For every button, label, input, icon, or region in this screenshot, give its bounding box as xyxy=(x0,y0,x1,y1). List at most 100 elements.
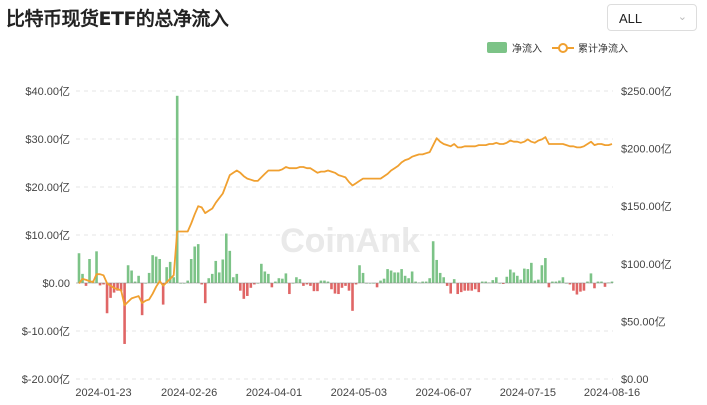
bar xyxy=(554,281,558,283)
bar xyxy=(470,283,474,291)
range-select[interactable]: ALL ⌄ xyxy=(607,4,697,31)
bar xyxy=(526,269,530,283)
bar xyxy=(323,280,326,283)
bar xyxy=(295,277,298,283)
bar xyxy=(305,283,309,285)
bar xyxy=(77,253,81,283)
bar xyxy=(463,283,467,291)
bar xyxy=(354,283,358,285)
bar xyxy=(284,273,288,283)
bar xyxy=(407,278,410,283)
bar xyxy=(558,280,561,283)
bar xyxy=(547,283,551,288)
x-tick-label: 2024-04-01 xyxy=(246,387,302,399)
bar xyxy=(505,276,509,283)
bar xyxy=(319,280,323,283)
bar xyxy=(449,283,452,294)
bar xyxy=(298,279,302,283)
legend-item-net-inflow[interactable]: 净流入 xyxy=(487,40,542,55)
bar xyxy=(452,279,456,283)
bar xyxy=(351,283,354,311)
bar xyxy=(242,283,246,299)
bar xyxy=(130,270,133,283)
bar xyxy=(316,283,319,292)
bar xyxy=(572,283,575,291)
bar xyxy=(140,283,144,316)
bar xyxy=(214,260,218,283)
bar xyxy=(537,279,540,283)
bar xyxy=(477,283,481,293)
bar xyxy=(172,277,175,283)
bar xyxy=(509,269,512,283)
bar xyxy=(347,283,351,291)
bar xyxy=(561,277,565,283)
bar xyxy=(410,271,414,283)
bar xyxy=(203,283,207,304)
bar xyxy=(270,283,274,288)
x-tick-label: 2024-08-16 xyxy=(584,387,640,399)
bar xyxy=(530,262,533,283)
bar xyxy=(445,283,449,286)
bar xyxy=(414,281,417,283)
bar xyxy=(277,278,281,283)
bar xyxy=(600,281,603,283)
y-right-tick-label: $0.00 xyxy=(621,374,649,386)
y-right-tick-label: $150.00亿 xyxy=(621,200,672,213)
bar xyxy=(544,258,547,283)
bar xyxy=(523,268,526,283)
bar xyxy=(175,95,179,283)
y-left-tick-label: $-10.00亿 xyxy=(22,325,70,338)
bar xyxy=(428,278,431,283)
range-select-value: ALL xyxy=(619,11,643,26)
bar xyxy=(267,273,270,283)
bar xyxy=(551,281,554,283)
bar xyxy=(473,283,477,290)
x-tick-label: 2024-05-03 xyxy=(331,387,387,399)
bar xyxy=(393,272,396,283)
bar xyxy=(361,272,365,283)
legend-item-cumulative[interactable]: 累计净流入 xyxy=(552,40,628,55)
y-right-tick-label: $250.00亿 xyxy=(621,85,672,98)
bar xyxy=(161,283,165,305)
watermark: CoinAnk xyxy=(280,222,420,260)
bar xyxy=(431,241,435,283)
y-right-tick-label: $200.00亿 xyxy=(621,143,672,156)
bar xyxy=(358,265,361,283)
bar xyxy=(396,272,400,283)
bar xyxy=(442,277,445,283)
bar xyxy=(403,275,407,283)
bar xyxy=(235,273,239,283)
y-left-tick-label: $10.00亿 xyxy=(25,229,70,242)
bar xyxy=(375,283,379,288)
cumulative-line xyxy=(78,136,613,307)
bar xyxy=(435,259,438,283)
x-tick-label: 2024-07-15 xyxy=(500,387,556,399)
bar xyxy=(312,283,316,292)
bar xyxy=(456,283,460,295)
bar xyxy=(501,283,505,284)
bar xyxy=(231,277,235,283)
bar xyxy=(568,283,572,285)
bar xyxy=(344,283,347,286)
bar xyxy=(302,283,305,286)
bar xyxy=(126,265,130,283)
bar xyxy=(382,278,386,283)
bar xyxy=(589,273,593,283)
bar xyxy=(337,283,340,295)
bar xyxy=(466,283,470,291)
legend-line-marker-icon xyxy=(552,42,574,53)
bar xyxy=(309,283,312,286)
bar xyxy=(519,279,523,283)
bar xyxy=(165,267,168,283)
bar xyxy=(516,275,519,283)
x-tick-label: 2024-01-23 xyxy=(75,387,131,399)
bar xyxy=(593,283,596,289)
legend: 净流入 累计净流入 xyxy=(487,40,638,55)
bar xyxy=(340,283,344,288)
legend-label: 净流入 xyxy=(512,44,542,55)
bar xyxy=(582,283,586,291)
bar xyxy=(119,283,123,292)
bar xyxy=(200,283,204,285)
bar xyxy=(281,278,284,283)
